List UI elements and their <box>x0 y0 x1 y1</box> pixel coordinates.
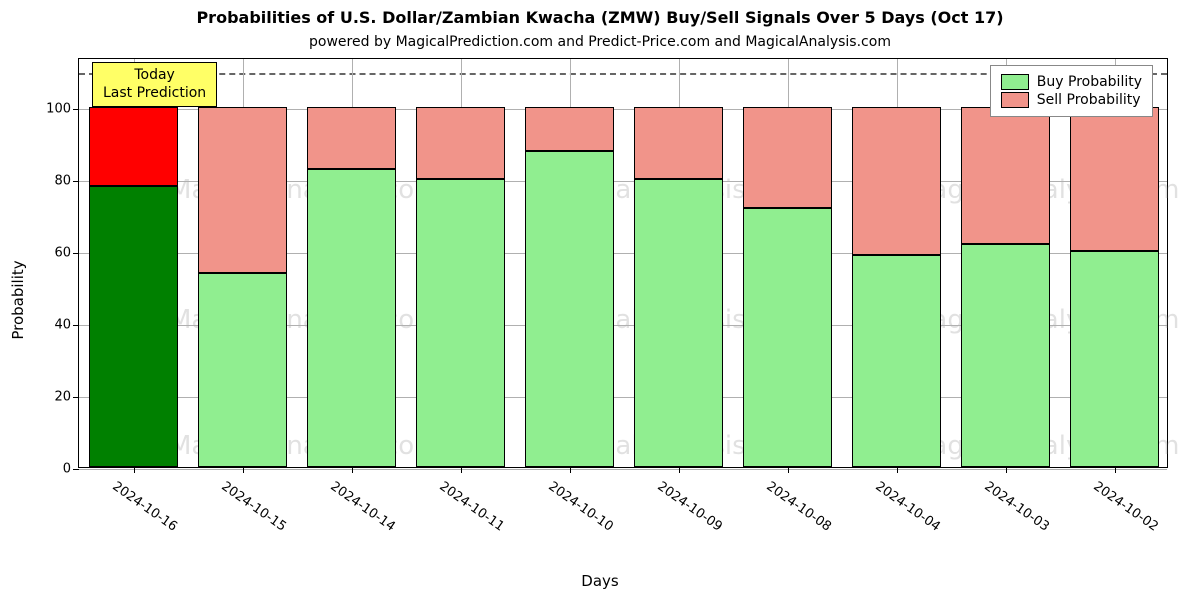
bar-group <box>416 57 505 467</box>
bar-sell <box>1070 107 1159 251</box>
bar-group <box>961 57 1050 467</box>
xtick-mark <box>897 467 898 473</box>
xtick-label: 2024-10-10 <box>545 479 616 535</box>
legend-label: Buy Probability <box>1037 74 1142 90</box>
today-annotation: TodayLast Prediction <box>92 62 217 107</box>
bar-buy <box>198 273 287 467</box>
legend-item: Buy Probability <box>1001 74 1142 90</box>
xtick-mark <box>461 467 462 473</box>
bar-group <box>307 57 396 467</box>
ytick-label: 80 <box>54 174 79 189</box>
plot-area: MagicalAnalysis.comMagicalAnalysis.comMa… <box>78 58 1168 468</box>
y-axis-label: Probability <box>9 260 27 339</box>
bar-group <box>743 57 832 467</box>
xtick-mark <box>570 467 571 473</box>
chart-subtitle: powered by MagicalPrediction.com and Pre… <box>0 34 1200 50</box>
ytick-label: 20 <box>54 390 79 405</box>
bar-group <box>1070 57 1159 467</box>
xtick-label: 2024-10-02 <box>1090 479 1161 535</box>
xtick-label: 2024-10-14 <box>327 479 398 535</box>
chart-container: Probabilities of U.S. Dollar/Zambian Kwa… <box>0 0 1200 600</box>
x-axis-label: Days <box>0 572 1200 590</box>
bar-group <box>852 57 941 467</box>
bar-sell <box>634 107 723 179</box>
ytick-label: 100 <box>46 102 79 117</box>
ytick-label: 0 <box>63 462 79 477</box>
ytick-label: 60 <box>54 246 79 261</box>
bar-sell <box>525 107 614 150</box>
xtick-mark <box>679 467 680 473</box>
bar-buy <box>1070 251 1159 467</box>
xtick-label: 2024-10-04 <box>872 479 943 535</box>
xtick-label: 2024-10-16 <box>109 479 180 535</box>
bar-sell <box>961 107 1050 244</box>
bar-sell <box>416 107 505 179</box>
xtick-mark <box>1115 467 1116 473</box>
xtick-mark <box>134 467 135 473</box>
chart-legend: Buy Probability Sell Probability <box>990 65 1153 117</box>
bar-sell <box>307 107 396 168</box>
chart-title: Probabilities of U.S. Dollar/Zambian Kwa… <box>0 8 1200 27</box>
xtick-mark <box>1006 467 1007 473</box>
bar-sell <box>89 107 178 186</box>
xtick-mark <box>788 467 789 473</box>
bar-sell <box>743 107 832 208</box>
bar-buy <box>525 151 614 467</box>
bar-group <box>89 57 178 467</box>
bar-buy <box>634 179 723 467</box>
xtick-label: 2024-10-15 <box>218 479 289 535</box>
legend-label: Sell Probability <box>1037 92 1141 108</box>
bar-buy <box>743 208 832 467</box>
bar-buy <box>852 255 941 467</box>
ytick-label: 40 <box>54 318 79 333</box>
legend-swatch <box>1001 92 1029 108</box>
bar-buy <box>961 244 1050 467</box>
bar-group <box>634 57 723 467</box>
xtick-label: 2024-10-03 <box>981 479 1052 535</box>
bar-group <box>198 57 287 467</box>
xtick-label: 2024-10-09 <box>654 479 725 535</box>
xtick-mark <box>352 467 353 473</box>
bar-buy <box>89 186 178 467</box>
bar-group <box>525 57 614 467</box>
bar-sell <box>852 107 941 254</box>
xtick-label: 2024-10-08 <box>763 479 834 535</box>
bar-buy <box>307 169 396 468</box>
legend-swatch <box>1001 74 1029 90</box>
xtick-label: 2024-10-11 <box>436 479 507 535</box>
legend-item: Sell Probability <box>1001 92 1142 108</box>
xtick-mark <box>243 467 244 473</box>
bar-buy <box>416 179 505 467</box>
bar-sell <box>198 107 287 272</box>
